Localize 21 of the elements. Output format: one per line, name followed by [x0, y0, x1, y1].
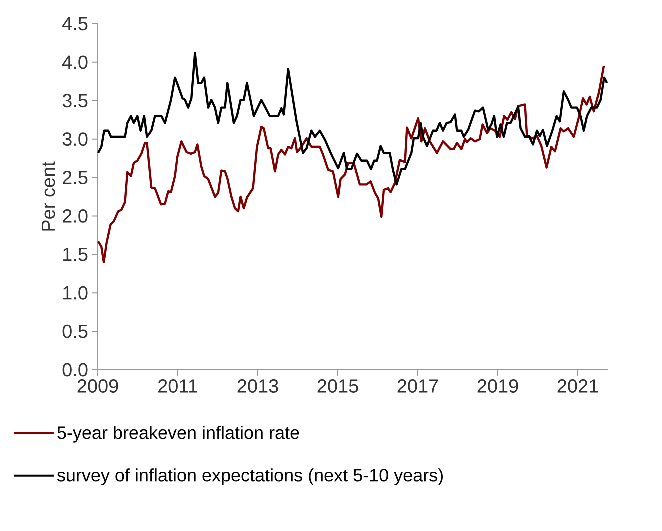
- x-tick-label: 2015: [318, 380, 358, 393]
- x-tick-label: 2019: [478, 380, 518, 393]
- x-tick-label: 2017: [398, 380, 438, 393]
- legend-label: 5-year breakeven inflation rate: [58, 426, 300, 443]
- y-tick-label: 2.5: [63, 171, 88, 184]
- y-tick-label: 1.5: [64, 248, 88, 262]
- x-tick-label: 2011: [158, 380, 198, 393]
- line-series: [97, 52, 608, 186]
- y-tick-label: 2.0: [63, 209, 88, 223]
- y-tick-label: 1.0: [64, 286, 88, 300]
- x-tick-label: 2009: [78, 380, 118, 393]
- y-tick-label: 0.0: [62, 363, 88, 377]
- y-tick-label: 0.5: [62, 324, 88, 338]
- legend-label: survey of inflation expectations (next 5-10 years): [57, 468, 443, 486]
- y-tick-label: 3.5: [62, 94, 88, 108]
- y-tick-label: 3.0: [62, 132, 88, 146]
- y-axis-title: Per cent: [42, 162, 56, 231]
- y-tick-label: 4.0: [62, 56, 88, 70]
- x-tick-label: 2013: [238, 380, 278, 393]
- y-tick-label: 4.5: [62, 17, 88, 31]
- x-tick-label: 2021: [558, 380, 598, 393]
